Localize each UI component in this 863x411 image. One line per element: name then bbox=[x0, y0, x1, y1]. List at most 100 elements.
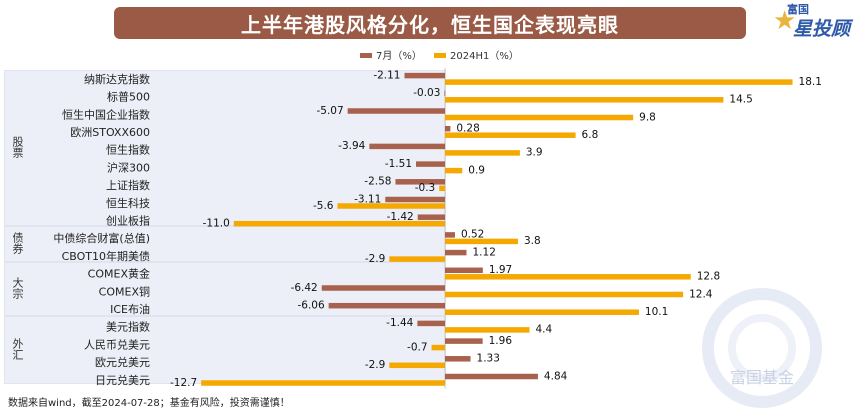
bar-h1 bbox=[445, 79, 793, 85]
category-label: 恒生科技 bbox=[106, 196, 150, 210]
legend-swatch bbox=[360, 53, 372, 58]
bar-july bbox=[445, 232, 455, 238]
data-label: 1.12 bbox=[473, 246, 496, 258]
bar-h1 bbox=[445, 274, 691, 280]
bar-july bbox=[445, 125, 451, 132]
bar-h1 bbox=[337, 203, 445, 209]
bar-july bbox=[347, 108, 445, 114]
data-label: 1.96 bbox=[489, 335, 513, 347]
category-label: 人民币兑美元 bbox=[84, 337, 150, 351]
data-label: 4.4 bbox=[535, 324, 552, 336]
category-label: 标普500 bbox=[107, 90, 150, 104]
bar-july bbox=[445, 356, 471, 362]
bar-h1 bbox=[445, 309, 639, 315]
data-label: 0.28 bbox=[456, 122, 479, 134]
category-label: 欧洲STOXX600 bbox=[70, 126, 150, 139]
data-label: -6.06 bbox=[297, 299, 324, 311]
category-label: 日元兑美元 bbox=[95, 373, 150, 387]
bar-july bbox=[328, 302, 445, 309]
category-label: 沪深300 bbox=[107, 160, 150, 174]
bar-july bbox=[445, 373, 538, 380]
data-label: 12.4 bbox=[689, 288, 713, 300]
data-label: -11.0 bbox=[203, 217, 230, 229]
data-label: -1.42 bbox=[387, 211, 414, 223]
data-label: 10.1 bbox=[645, 306, 668, 318]
category-label: COMEX铜 bbox=[99, 284, 150, 298]
data-label: -12.7 bbox=[170, 377, 197, 389]
data-label: -1.44 bbox=[386, 317, 413, 329]
bar-h1 bbox=[445, 327, 530, 333]
category-label: ICE布油 bbox=[110, 302, 150, 316]
bar-july bbox=[385, 196, 445, 203]
bar-h1 bbox=[445, 150, 520, 156]
bar-h1 bbox=[233, 220, 445, 227]
data-label: -3.94 bbox=[338, 140, 365, 152]
bar-h1 bbox=[431, 344, 445, 351]
bar-july bbox=[417, 214, 445, 220]
bar-h1 bbox=[439, 185, 445, 192]
data-label: -2.9 bbox=[365, 359, 386, 371]
group-label-commodities: 大宗 bbox=[11, 277, 24, 299]
bar-h1 bbox=[201, 380, 445, 386]
bar-h1 bbox=[445, 132, 576, 138]
data-label: 1.97 bbox=[489, 264, 512, 276]
bar-july bbox=[416, 161, 445, 167]
star-icon: ★ bbox=[773, 6, 797, 36]
category-label: CBOT10年期美债 bbox=[62, 249, 150, 263]
group-label-bonds: 债券 bbox=[11, 232, 24, 254]
legend-label: 7月（%） bbox=[376, 50, 422, 62]
data-label: 0.52 bbox=[461, 229, 484, 241]
category-label: 欧元兑美元 bbox=[95, 355, 150, 369]
data-label: -3.11 bbox=[354, 193, 381, 205]
footnote: 数据来自wind，截至2024-07-28；基金有风险，投资需谨慎！ bbox=[8, 398, 290, 409]
group-box-bonds bbox=[4, 226, 446, 262]
category-label: 纳斯达克指数 bbox=[84, 72, 150, 86]
category-label: 上证指数 bbox=[106, 178, 150, 192]
data-label: 18.1 bbox=[799, 76, 822, 88]
bar-h1 bbox=[445, 291, 684, 298]
bar-july bbox=[321, 285, 445, 291]
category-label: 中债综合财富(总值) bbox=[53, 231, 150, 245]
data-label: 12.8 bbox=[697, 271, 720, 283]
bar-h1 bbox=[389, 362, 445, 369]
bar-july bbox=[445, 267, 483, 274]
data-label: 1.33 bbox=[477, 353, 500, 365]
group-label-stocks: 股票 bbox=[11, 136, 24, 158]
legend-label: 2024H1（%） bbox=[450, 50, 519, 62]
data-label: 9.8 bbox=[639, 111, 656, 123]
data-label: 3.9 bbox=[526, 147, 543, 159]
group-box-fx bbox=[4, 316, 446, 384]
data-label: -2.11 bbox=[373, 69, 400, 81]
watermark-text: 富国基金 bbox=[730, 368, 794, 387]
data-label: -0.03 bbox=[413, 87, 440, 99]
group-label-fx: 外汇 bbox=[11, 338, 24, 360]
bar-july bbox=[445, 249, 467, 256]
data-label: -1.51 bbox=[385, 158, 412, 170]
data-label: -0.3 bbox=[415, 182, 436, 194]
category-label: 创业板指 bbox=[106, 213, 150, 227]
category-label: COMEX黄金 bbox=[88, 267, 150, 281]
data-label: 3.8 bbox=[524, 235, 541, 247]
data-label: -0.7 bbox=[407, 341, 428, 353]
watermark-logo: 富国基金 bbox=[702, 288, 822, 408]
bar-july bbox=[444, 90, 446, 97]
data-label: -6.42 bbox=[291, 282, 318, 294]
data-label: -2.9 bbox=[365, 253, 386, 265]
logo-brand-big: 星投顾 bbox=[793, 18, 851, 40]
data-label: 4.84 bbox=[544, 370, 568, 382]
bar-h1 bbox=[445, 238, 518, 245]
chart-title: 上半年港股风格分化，恒生国企表现亮眼 bbox=[114, 7, 746, 39]
bar-h1 bbox=[445, 97, 724, 103]
category-label: 美元指数 bbox=[106, 320, 150, 334]
bar-july bbox=[369, 143, 445, 150]
bar-july bbox=[445, 338, 483, 344]
data-label: -5.6 bbox=[313, 200, 334, 212]
brand-logo: ★ 富国 星投顾 bbox=[773, 2, 859, 42]
bar-h1 bbox=[445, 114, 634, 121]
bar-july bbox=[395, 179, 445, 185]
logo-brand-small: 富国 bbox=[787, 3, 809, 16]
data-label: 14.5 bbox=[729, 94, 752, 106]
category-label: 恒生指数 bbox=[106, 143, 150, 157]
bar-july bbox=[404, 72, 445, 79]
